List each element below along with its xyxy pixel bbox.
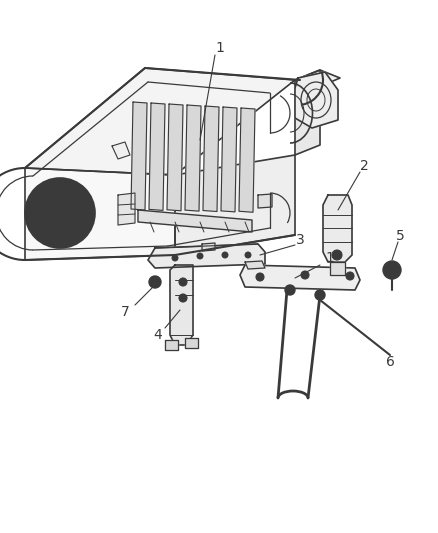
Polygon shape	[221, 107, 237, 212]
Circle shape	[197, 253, 203, 259]
Circle shape	[301, 271, 309, 279]
Polygon shape	[323, 195, 352, 262]
Text: 4: 4	[154, 328, 162, 342]
Circle shape	[315, 290, 325, 300]
Circle shape	[149, 276, 161, 288]
Polygon shape	[167, 104, 183, 211]
Text: 7: 7	[120, 305, 129, 319]
Polygon shape	[148, 244, 265, 268]
Circle shape	[25, 178, 95, 248]
Circle shape	[332, 250, 342, 260]
Polygon shape	[185, 338, 198, 348]
Polygon shape	[112, 142, 130, 159]
Circle shape	[38, 191, 82, 235]
Circle shape	[179, 278, 187, 286]
Polygon shape	[175, 155, 295, 255]
Circle shape	[346, 272, 354, 280]
Polygon shape	[202, 243, 215, 251]
Polygon shape	[118, 193, 135, 225]
Polygon shape	[203, 106, 219, 212]
Polygon shape	[258, 194, 272, 208]
Circle shape	[153, 280, 157, 284]
Text: 1: 1	[215, 41, 224, 55]
Polygon shape	[240, 265, 360, 290]
Circle shape	[179, 294, 187, 302]
Circle shape	[245, 252, 251, 258]
Text: 3: 3	[296, 233, 304, 247]
Polygon shape	[170, 265, 193, 345]
Polygon shape	[138, 210, 252, 232]
Text: 2: 2	[360, 159, 368, 173]
Polygon shape	[149, 103, 165, 211]
Circle shape	[172, 255, 178, 261]
Text: 5: 5	[396, 229, 404, 243]
Polygon shape	[295, 72, 338, 128]
Polygon shape	[25, 68, 295, 175]
Circle shape	[222, 252, 228, 258]
Polygon shape	[295, 70, 340, 90]
Polygon shape	[295, 70, 320, 155]
Circle shape	[256, 273, 264, 281]
Polygon shape	[25, 168, 175, 260]
Circle shape	[383, 261, 401, 279]
Polygon shape	[330, 262, 345, 275]
Polygon shape	[239, 108, 255, 212]
Polygon shape	[165, 340, 178, 350]
Polygon shape	[245, 261, 265, 269]
Text: 6: 6	[385, 355, 395, 369]
Polygon shape	[131, 102, 147, 210]
Polygon shape	[185, 105, 201, 211]
Text: 1: 1	[325, 251, 335, 265]
Circle shape	[285, 285, 295, 295]
